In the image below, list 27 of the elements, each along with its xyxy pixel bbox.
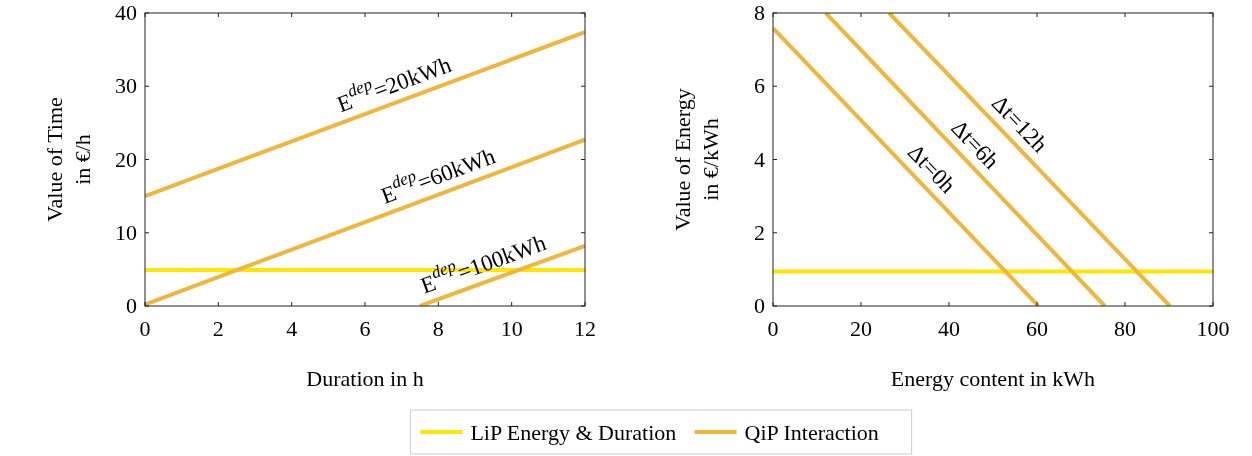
x-axis-title: Duration in h <box>306 366 424 391</box>
y-tick-label: 0 <box>754 293 765 318</box>
x-tick-label: 6 <box>359 316 371 341</box>
legend-label: LiP Energy & Duration <box>470 420 677 445</box>
x-tick-label: 8 <box>432 316 444 341</box>
y-axis-title: Value of Time in €/h <box>42 97 95 222</box>
legend-label: QiP Interaction <box>744 420 879 445</box>
y-tick-label: 40 <box>115 0 137 25</box>
y-tick-label: 30 <box>115 73 137 99</box>
x-tick-label: 4 <box>286 316 298 341</box>
x-tick-label: 2 <box>212 316 224 341</box>
x-tick-label: 20 <box>850 316 872 341</box>
x-tick-label: 60 <box>1026 316 1048 341</box>
y-tick-label: 0 <box>126 293 137 318</box>
y-tick-label: 4 <box>754 146 765 172</box>
y-tick-label: 2 <box>754 219 765 245</box>
y-tick-label: 10 <box>115 219 137 245</box>
y-tick-label: 20 <box>115 146 137 172</box>
y-axis-title: Value of Energy in €/kWh <box>670 88 723 231</box>
x-tick-label: 80 <box>1114 316 1136 341</box>
x-tick-label: 100 <box>1196 316 1230 341</box>
y-tick-label: 8 <box>754 0 765 25</box>
x-tick-label: 10 <box>500 316 523 341</box>
x-tick-label: 40 <box>938 316 960 341</box>
y-tick-label: 6 <box>754 73 765 99</box>
x-axis-title: Energy content in kWh <box>890 366 1096 391</box>
x-tick-label: 12 <box>574 316 596 341</box>
